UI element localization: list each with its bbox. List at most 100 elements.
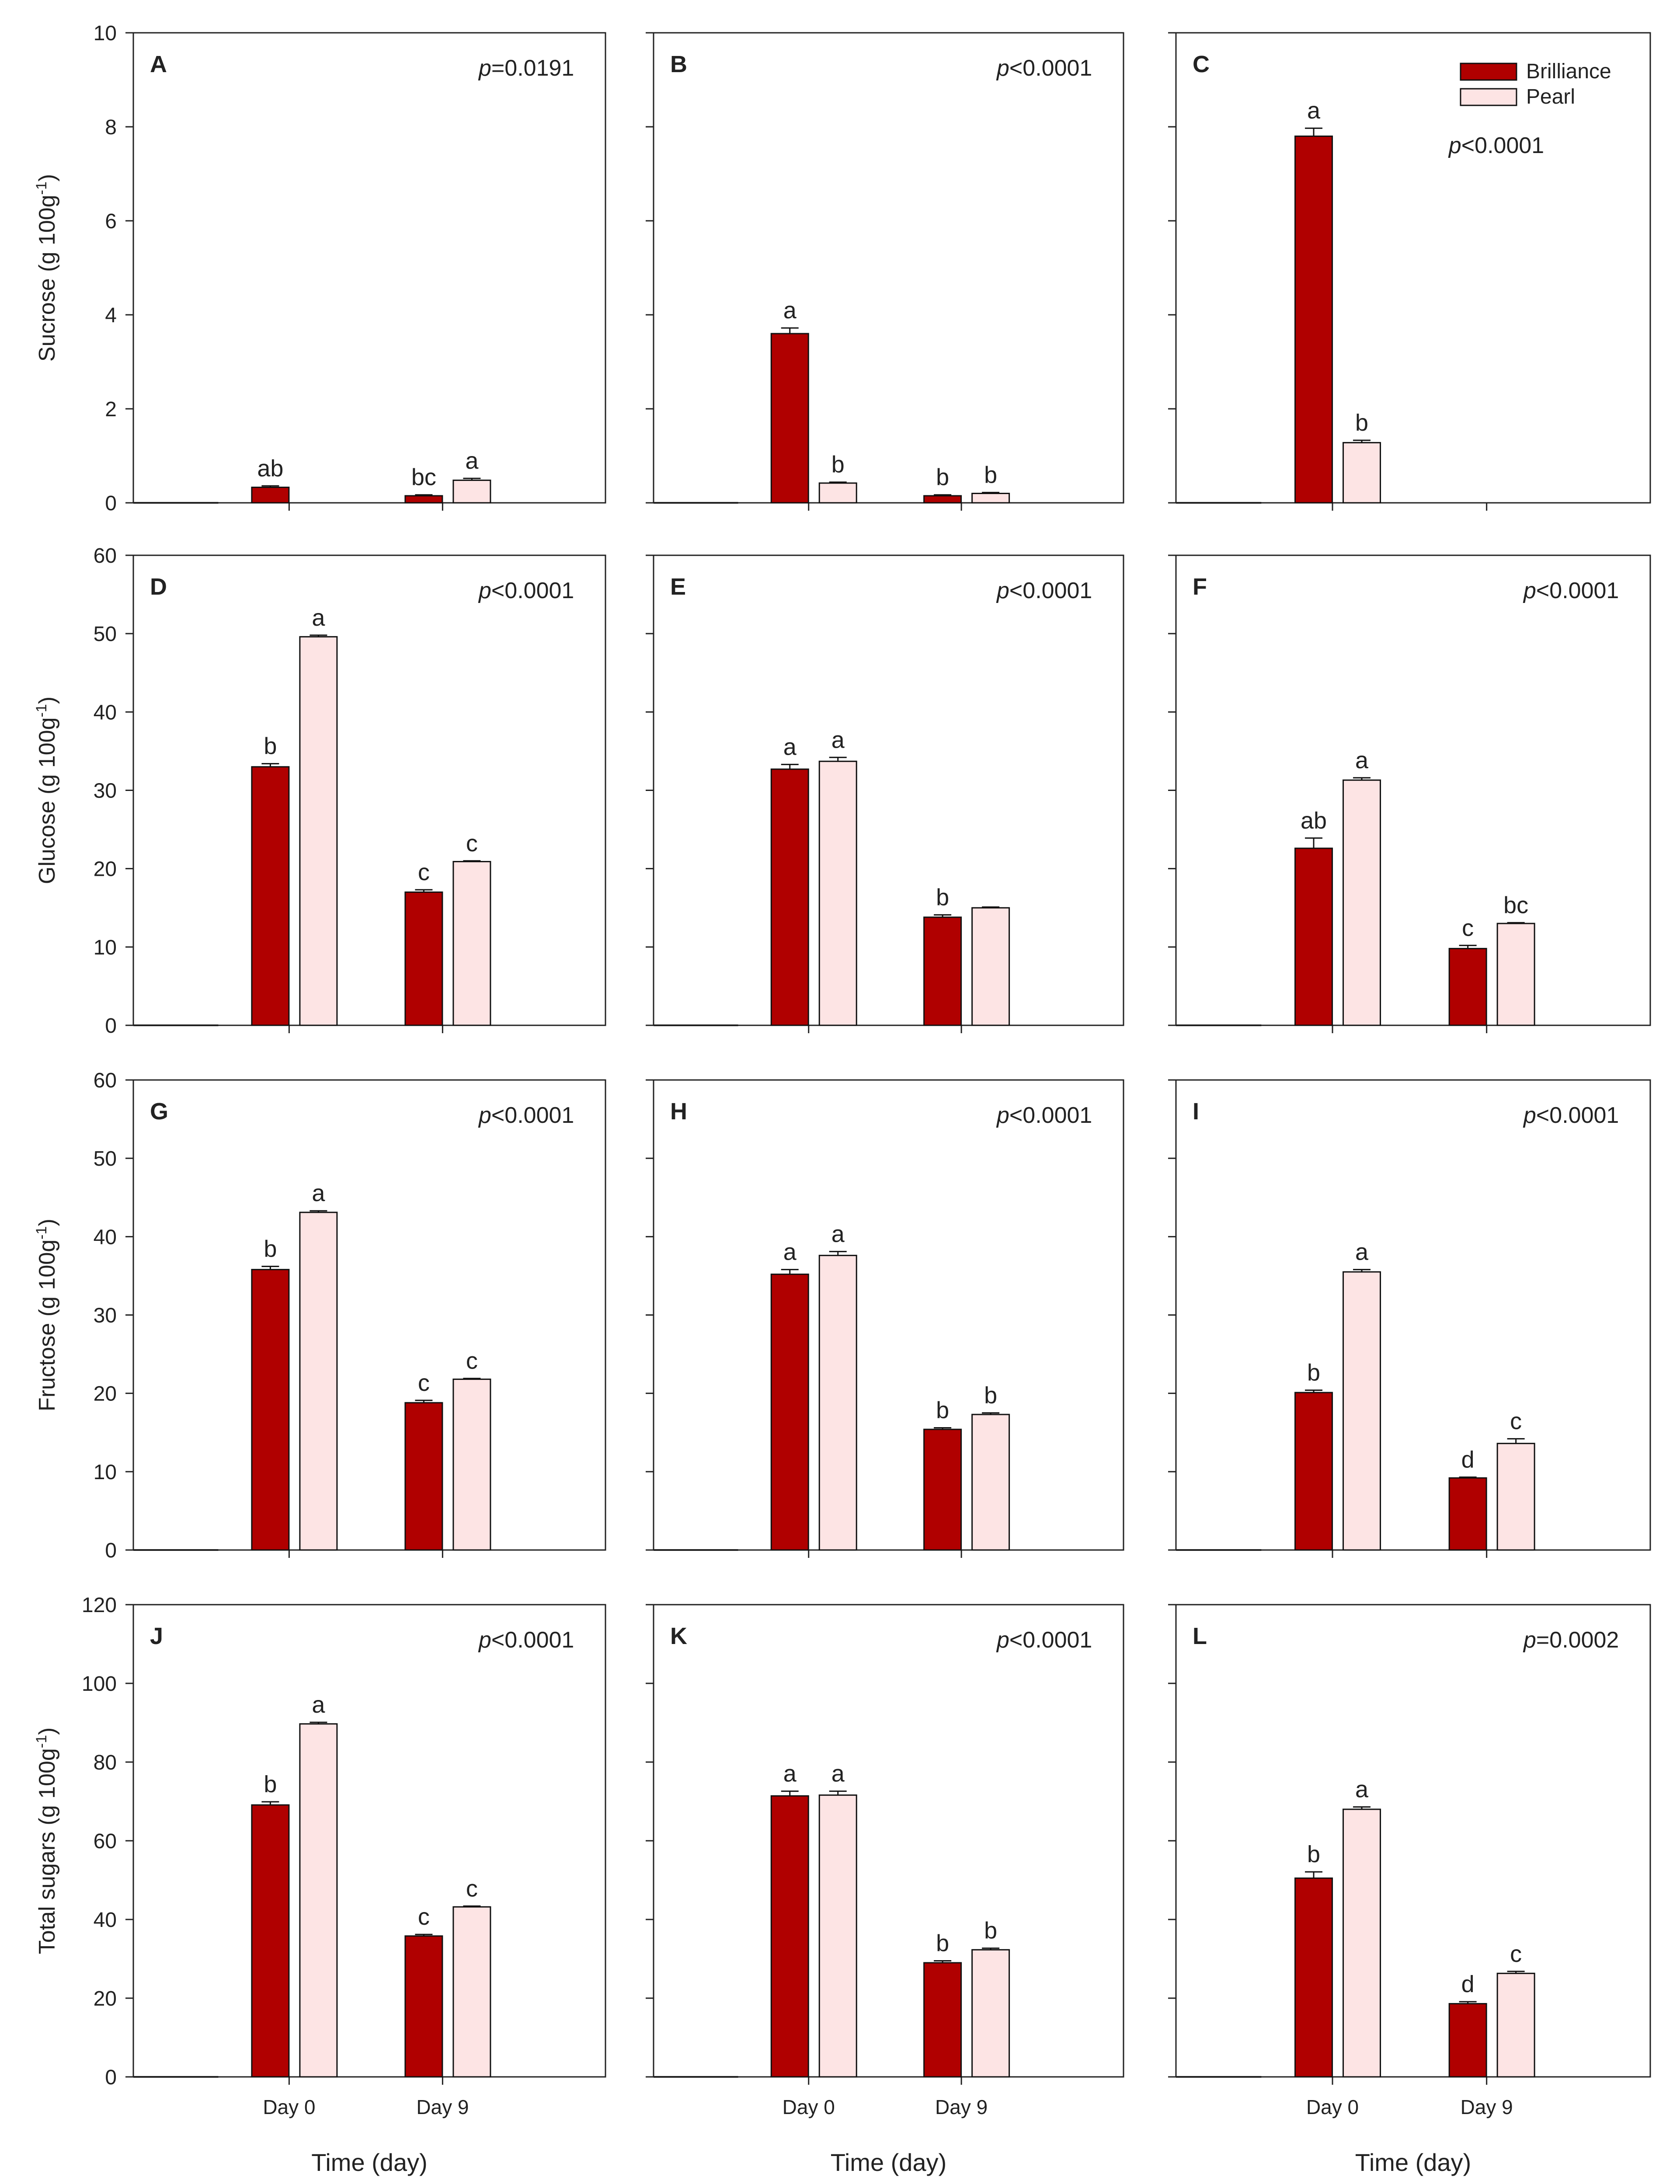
significance-letter: a xyxy=(783,297,797,324)
p-symbol: p xyxy=(478,578,491,603)
p-value: p<0.0001 xyxy=(996,578,1092,603)
bar-brilliance xyxy=(770,333,809,504)
y-tick-label: 8 xyxy=(105,116,117,139)
legend-swatch-pearl xyxy=(1460,88,1517,106)
y-tick-label: 40 xyxy=(94,1909,117,1932)
bar-brilliance xyxy=(1294,136,1333,504)
y-tick-label: 60 xyxy=(94,544,117,568)
panel-l: Day 0 Day 9 b d a c L p=0.0002 Time (day) xyxy=(1168,1604,1651,2176)
panel-k: Day 0 Day 9 a b a b K p<0.0001 Time (day) xyxy=(646,1604,1124,2176)
p-value: p<0.0001 xyxy=(996,1627,1092,1653)
p-value: p<0.0001 xyxy=(478,1627,574,1653)
panel-label: B xyxy=(670,51,687,77)
y-tick-label: 80 xyxy=(94,1751,117,1774)
significance-letter: a xyxy=(312,1692,325,1718)
plot-frame xyxy=(1175,554,1651,1026)
y-tick-label: 100 xyxy=(82,1672,117,1696)
panel-label: I xyxy=(1193,1098,1199,1125)
bar-pearl xyxy=(1496,1442,1535,1551)
y-axis-title: Total sugars (g 100g-1) xyxy=(33,1728,60,1954)
p-value: p=0.0002 xyxy=(1523,1627,1619,1653)
y-axis-title: Fructose (g 100g-1) xyxy=(33,1219,60,1411)
p-value: p<0.0001 xyxy=(1448,133,1544,158)
significance-letter: b xyxy=(831,452,845,478)
plot-frame xyxy=(132,1079,606,1551)
y-tick-label: 120 xyxy=(82,1594,117,1617)
significance-letter: a xyxy=(831,1221,845,1247)
y-tick-label: 40 xyxy=(94,1226,117,1249)
significance-letter: c xyxy=(418,1904,430,1930)
significance-letter: ab xyxy=(1301,808,1327,834)
panel-label: J xyxy=(150,1623,163,1649)
panel-label: L xyxy=(1193,1623,1207,1649)
plot-frame xyxy=(132,1604,606,2078)
x-tick-label: Day 0 xyxy=(1306,2096,1359,2118)
bar-brilliance xyxy=(251,1269,290,1551)
significance-letter: c xyxy=(1510,1941,1522,1967)
p-number: =0.0002 xyxy=(1536,1627,1619,1653)
p-symbol: p xyxy=(996,578,1009,603)
bar-pearl xyxy=(971,493,1010,504)
panel-label: E xyxy=(670,574,686,600)
p-number: <0.0001 xyxy=(491,1627,574,1653)
y-axis-title-end: ) xyxy=(35,174,60,181)
bar-pearl xyxy=(1343,1271,1381,1551)
panel-label: F xyxy=(1193,574,1207,600)
bar-brilliance xyxy=(923,1962,962,2078)
significance-letter: bc xyxy=(411,464,436,491)
x-tick-label: Day 0 xyxy=(783,2096,835,2118)
significance-letter: c xyxy=(418,1370,430,1396)
p-value: p<0.0001 xyxy=(1523,578,1619,603)
significance-letter: b xyxy=(1355,410,1368,436)
p-symbol: p xyxy=(996,56,1009,81)
bar-pearl xyxy=(1496,1972,1535,2078)
p-number: <0.0001 xyxy=(1009,1103,1092,1128)
plot-frame xyxy=(653,554,1124,1026)
significance-letter: a xyxy=(831,1761,845,1787)
panel-label: K xyxy=(670,1623,687,1649)
plot-frame xyxy=(132,554,606,1026)
significance-letter: b xyxy=(936,1397,949,1424)
panel-i: b d a c I p<0.0001 xyxy=(1168,1079,1651,1558)
significance-letter: a xyxy=(465,448,479,474)
y-tick-label: 30 xyxy=(94,1304,117,1327)
legend-label-pearl: Pearl xyxy=(1526,85,1575,108)
significance-letter: a xyxy=(1355,1239,1369,1265)
significance-letter: a xyxy=(783,1761,797,1787)
bar-brilliance xyxy=(404,1935,443,2078)
plot-frame xyxy=(1175,32,1651,504)
y-tick-label: 50 xyxy=(94,623,117,646)
x-tick-label: Day 9 xyxy=(416,2096,469,2118)
significance-letter: a xyxy=(783,734,797,760)
y-axis-title-text: Sucrose (g 100g xyxy=(35,195,60,362)
y-tick-label: 2 xyxy=(105,398,117,421)
bar-pearl xyxy=(452,861,491,1026)
bar-brilliance xyxy=(251,1804,290,2078)
p-number: <0.0001 xyxy=(491,1103,574,1128)
y-tick-label: 4 xyxy=(105,304,117,327)
significance-letter: b xyxy=(264,733,277,759)
bar-brilliance xyxy=(770,1795,809,2078)
bar-pearl xyxy=(818,1794,857,2078)
y-axis-title: Glucose (g 100g-1) xyxy=(33,697,60,884)
plot-frame xyxy=(1175,1604,1651,2078)
y-axis-title-end: ) xyxy=(35,1728,60,1735)
significance-letter: d xyxy=(1461,1446,1475,1473)
p-number: <0.0001 xyxy=(1009,578,1092,603)
x-tick-label: Day 0 xyxy=(263,2096,315,2118)
significance-letter: b xyxy=(1307,1841,1320,1867)
p-value: p<0.0001 xyxy=(996,56,1092,81)
bar-pearl xyxy=(1496,923,1535,1026)
y-tick-label: 0 xyxy=(105,1539,117,1562)
p-value: p<0.0001 xyxy=(478,578,574,603)
plot-frame xyxy=(1175,1079,1651,1551)
bar-pearl xyxy=(299,1212,338,1551)
y-axis-title-exponent: -1 xyxy=(33,1735,50,1748)
y-tick-label: 10 xyxy=(94,22,117,45)
panel-j: 0 20 40 60 80 100 120 Day 0 Day 9 b c a c J p<0.0001 To… xyxy=(33,1594,606,2176)
y-axis-title-text: Fructose (g 100g xyxy=(35,1240,60,1411)
bar-brilliance xyxy=(770,768,809,1026)
panel-label: C xyxy=(1193,51,1210,77)
panel-label: A xyxy=(150,51,167,77)
